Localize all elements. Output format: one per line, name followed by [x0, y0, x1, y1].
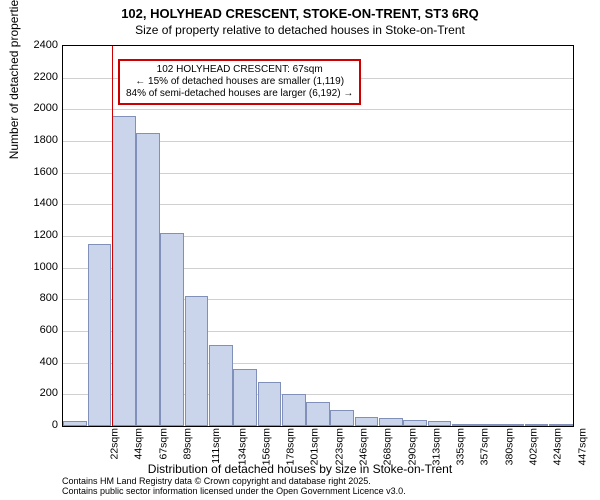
x-tick-label: 67sqm	[157, 428, 169, 460]
histogram-bar	[355, 417, 379, 427]
x-tick-label: 89sqm	[182, 428, 194, 460]
chart-subtitle: Size of property relative to detached ho…	[0, 21, 600, 37]
callout-line: ← 15% of detached houses are smaller (1,…	[126, 76, 353, 88]
histogram-bar	[136, 133, 160, 426]
histogram-bar	[258, 382, 282, 426]
x-tick-label: 22sqm	[109, 428, 121, 460]
x-tick-label: 201sqm	[309, 428, 321, 465]
x-tick-label: 313sqm	[430, 428, 442, 465]
x-tick-label: 223sqm	[333, 428, 345, 465]
histogram-bar	[282, 394, 306, 426]
histogram-bar	[306, 402, 330, 426]
y-tick-label: 1000	[34, 261, 58, 273]
histogram-bar	[185, 296, 209, 426]
x-tick-label: 268sqm	[382, 428, 394, 465]
y-tick-label: 1400	[34, 197, 58, 209]
callout-line: 102 HOLYHEAD CRESCENT: 67sqm	[126, 64, 353, 76]
histogram-bar	[403, 420, 427, 426]
y-tick-label: 2000	[34, 102, 58, 114]
histogram-bar	[209, 345, 233, 426]
histogram-bar	[330, 410, 354, 426]
y-tick-label: 400	[40, 356, 58, 368]
y-tick-label: 600	[40, 324, 58, 336]
histogram-bar	[160, 233, 184, 426]
x-tick-label: 178sqm	[285, 428, 297, 465]
x-tick-label: 290sqm	[406, 428, 418, 465]
histogram-bar	[112, 116, 136, 426]
histogram-bar	[500, 424, 524, 426]
histogram-bar	[379, 418, 403, 426]
histogram-bar	[63, 421, 87, 426]
y-tick-label: 800	[40, 292, 58, 304]
footer-line-2: Contains public sector information licen…	[62, 486, 406, 496]
x-tick-label: 246sqm	[357, 428, 369, 465]
y-tick-label: 200	[40, 387, 58, 399]
gridline	[63, 109, 573, 110]
x-tick-label: 134sqm	[236, 428, 248, 465]
y-tick-label: 2200	[34, 71, 58, 83]
x-tick-label: 357sqm	[479, 428, 491, 465]
chart-title: 102, HOLYHEAD CRESCENT, STOKE-ON-TRENT, …	[0, 0, 600, 21]
histogram-bar	[549, 424, 573, 426]
x-tick-label: 44sqm	[133, 428, 145, 460]
y-tick-label: 1600	[34, 166, 58, 178]
x-tick-label: 111sqm	[210, 428, 222, 464]
footer-attribution: Contains HM Land Registry data © Crown c…	[62, 476, 406, 496]
y-tick-label: 2400	[34, 39, 58, 51]
chart-container: 102, HOLYHEAD CRESCENT, STOKE-ON-TRENT, …	[0, 0, 600, 500]
histogram-bar	[452, 424, 476, 426]
x-tick-label: 402sqm	[527, 428, 539, 465]
callout-box: 102 HOLYHEAD CRESCENT: 67sqm← 15% of det…	[118, 59, 361, 105]
y-tick-label: 0	[52, 419, 58, 431]
callout-line: 84% of semi-detached houses are larger (…	[126, 88, 353, 100]
histogram-bar	[233, 369, 257, 426]
x-tick-label: 380sqm	[503, 428, 515, 465]
histogram-bar	[88, 244, 112, 426]
y-tick-label: 1800	[34, 134, 58, 146]
histogram-bar	[428, 421, 452, 426]
y-tick-label: 1200	[34, 229, 58, 241]
x-tick-label: 335sqm	[455, 428, 467, 465]
plot-area: 102 HOLYHEAD CRESCENT: 67sqm← 15% of det…	[62, 45, 574, 427]
x-tick-label: 156sqm	[260, 428, 272, 465]
x-tick-label: 447sqm	[576, 428, 588, 465]
y-axis-label: Number of detached properties	[7, 0, 21, 159]
histogram-bar	[525, 424, 549, 426]
highlight-line	[112, 46, 113, 426]
footer-line-1: Contains HM Land Registry data © Crown c…	[62, 476, 371, 486]
histogram-bar	[476, 424, 500, 426]
x-tick-label: 424sqm	[552, 428, 564, 465]
